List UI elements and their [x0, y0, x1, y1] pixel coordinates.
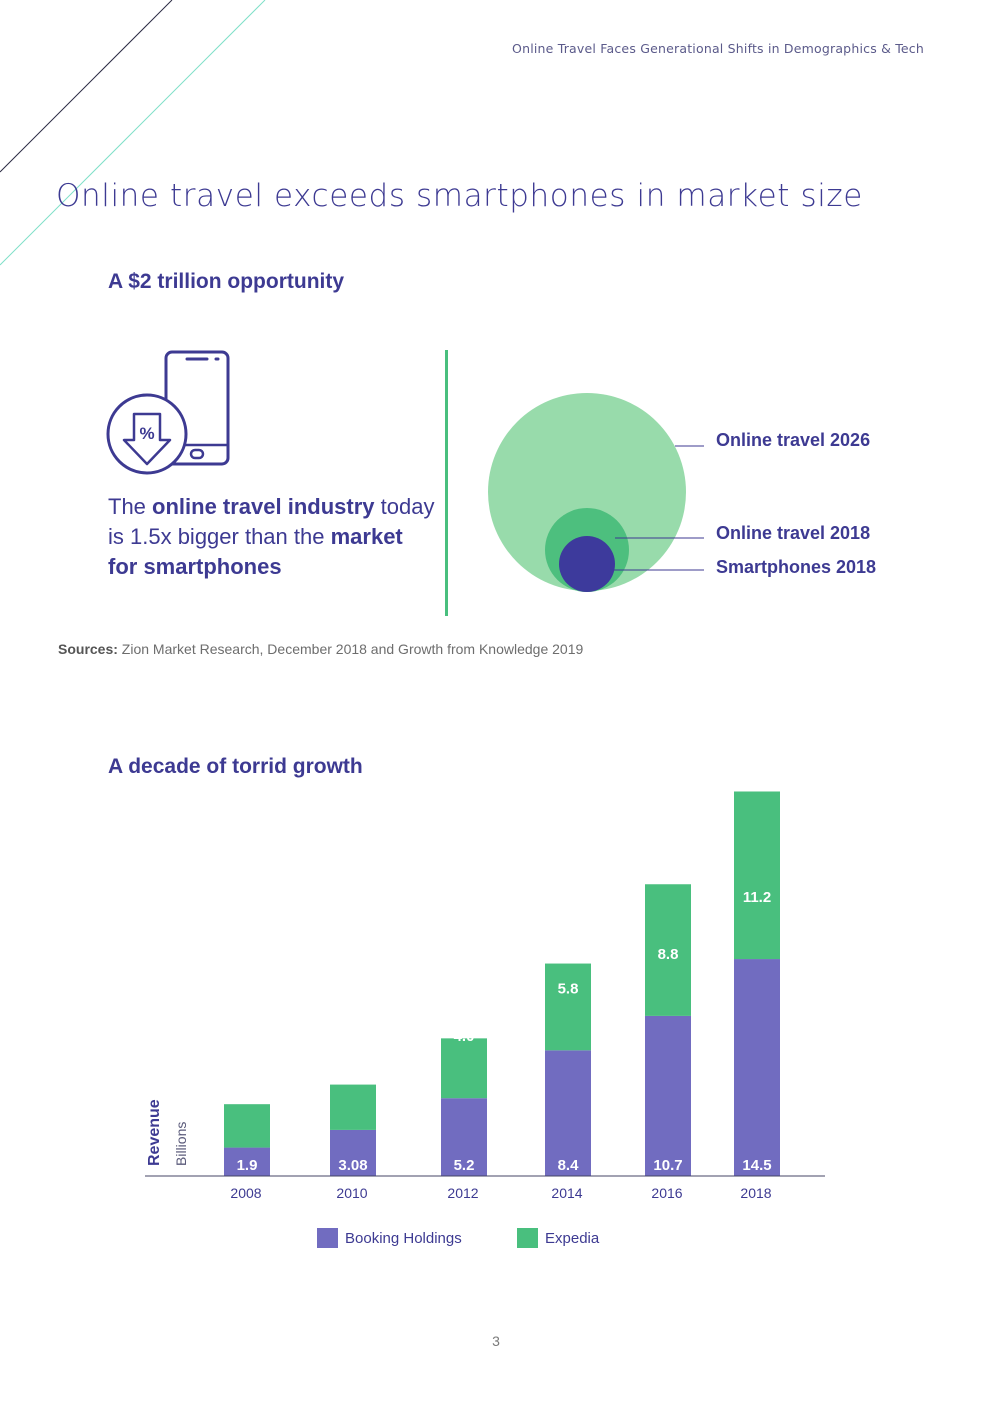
bar-expedia-2008: [224, 1104, 270, 1148]
bar-expedia-2014: [545, 963, 591, 1051]
sources-note: Sources: Zion Market Research, December …: [58, 641, 583, 657]
lead-text-1: The: [108, 494, 153, 519]
bubble-label-online-travel-2026: Online travel 2026: [716, 430, 871, 450]
data-label-booking-holdings-2016: 10.7: [653, 1157, 682, 1174]
data-label-booking-holdings-2018: 14.5: [742, 1157, 771, 1174]
bar-booking-holdings-2008: [224, 1147, 270, 1176]
svg-text:%: %: [139, 424, 154, 443]
running-head: Online Travel Faces Generational Shifts …: [512, 41, 924, 56]
legend-swatch-booking-holdings: [317, 1228, 338, 1248]
vertical-divider: [445, 350, 448, 616]
data-label-expedia-2012: 4.0: [454, 1028, 475, 1045]
lead-bold-1: online travel industry: [152, 494, 375, 519]
data-label-expedia-2010: 3.03: [338, 1060, 367, 1077]
lead-bold-2: market for smartphones: [108, 524, 403, 579]
section-heading-opportunity: A $2 trillion opportunity: [108, 270, 345, 293]
bar-expedia-2016: [645, 884, 691, 1016]
page-title: Online travel exceeds smartphones in mar…: [56, 178, 863, 214]
bar-expedia-2018: [734, 791, 780, 960]
bubble-smartphones-2018: [559, 536, 615, 592]
lead-statement: The online travel industry today is 1.5x…: [108, 492, 438, 582]
x-tick-2014: 2014: [551, 1185, 582, 1201]
data-label-expedia-2018: 11.2: [743, 889, 771, 906]
x-tick-2018: 2018: [740, 1185, 771, 1201]
bar-booking-holdings-2016: [645, 1015, 691, 1176]
sources-text: Zion Market Research, December 2018 and …: [117, 641, 584, 657]
bar-booking-holdings-2014: [545, 1050, 591, 1176]
page-number: 3: [492, 1333, 500, 1349]
data-label-booking-holdings-2014: 8.4: [558, 1157, 580, 1174]
legend-label-booking-holdings: Booking Holdings: [345, 1229, 462, 1247]
y-axis-unit: Billions: [173, 1122, 189, 1166]
smartphone-discount-icon: %: [106, 350, 230, 475]
corner-decoration: [0, 0, 266, 266]
chart-title: A decade of torrid growth: [108, 755, 363, 778]
data-label-booking-holdings-2008: 1.9: [237, 1157, 258, 1174]
bar-expedia-2012: [441, 1038, 487, 1099]
x-tick-2012: 2012: [447, 1185, 478, 1201]
lead-text-2: today is 1.5x bigger than the: [108, 494, 435, 549]
legend-label-expedia: Expedia: [545, 1229, 600, 1247]
sources-label: Sources:: [58, 641, 118, 657]
legend-swatch-expedia: [517, 1228, 538, 1248]
y-axis-label: Revenue: [146, 1099, 163, 1166]
data-label-booking-holdings-2012: 5.2: [454, 1157, 475, 1174]
x-tick-2010: 2010: [336, 1185, 367, 1201]
bar-booking-holdings-2018: [734, 959, 780, 1176]
bar-booking-holdings-2010: [330, 1129, 376, 1176]
legend-item-expedia: Expedia: [517, 1228, 599, 1248]
x-tick-2016: 2016: [651, 1185, 682, 1201]
data-label-expedia-2008: 2.9: [237, 1078, 258, 1095]
data-label-booking-holdings-2010: 3.08: [338, 1157, 367, 1174]
data-label-expedia-2016: 8.8: [658, 946, 679, 963]
legend-item-booking-holdings: Booking Holdings: [317, 1228, 462, 1248]
market-size-bubbles: [488, 393, 704, 592]
bubble-label-online-travel-2018: Online travel 2018: [716, 523, 871, 543]
bar-booking-holdings-2012: [441, 1098, 487, 1176]
bubble-online-travel-2026: [488, 393, 686, 591]
data-label-expedia-2014: 5.8: [558, 980, 579, 997]
x-tick-2008: 2008: [230, 1185, 261, 1201]
bubble-label-smartphones-2018: Smartphones 2018: [716, 557, 877, 577]
bar-expedia-2010: [330, 1084, 376, 1130]
